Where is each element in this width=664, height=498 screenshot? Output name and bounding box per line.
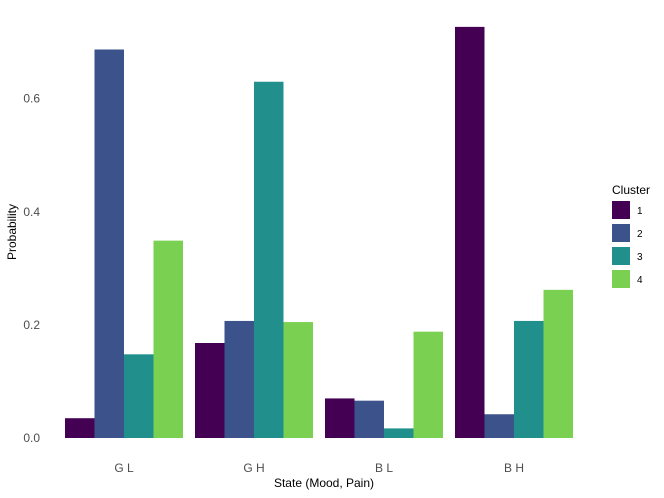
legend-key-cluster-3 — [612, 247, 630, 265]
bar-gh-cluster-3 — [254, 81, 284, 439]
legend-key-cluster-1 — [612, 201, 630, 219]
x-tick-label: G H — [243, 461, 264, 475]
bar-bl-cluster-3 — [384, 428, 414, 438]
x-tick-label: G L — [114, 461, 134, 475]
bar-gl-cluster-1 — [65, 418, 95, 438]
bars-group — [65, 26, 573, 439]
y-tick-labels: 0.0 0.2 0.4 0.6 — [23, 92, 40, 445]
bar-bl-cluster-1 — [325, 398, 355, 439]
bar-gl-cluster-2 — [94, 49, 124, 438]
bar-bh-cluster-4 — [543, 289, 573, 438]
bar-gh-cluster-4 — [283, 322, 313, 438]
legend-label-cluster-1: 1 — [637, 206, 643, 217]
bar-gl-cluster-4 — [153, 240, 183, 438]
y-tick-label: 0.6 — [23, 92, 40, 106]
y-tick-label: 0.2 — [23, 318, 40, 332]
bar-gh-cluster-2 — [224, 320, 254, 438]
y-tick-label: 0.4 — [23, 205, 40, 219]
bar-gh-cluster-1 — [195, 343, 225, 438]
legend: Cluster 1 2 3 4 — [612, 183, 650, 288]
y-axis-title: Probability — [5, 204, 19, 260]
legend-title: Cluster — [612, 183, 650, 197]
legend-label-cluster-4: 4 — [637, 275, 643, 286]
bar-bh-cluster-3 — [514, 320, 544, 438]
bar-bh-cluster-2 — [484, 414, 514, 438]
bar-bh-cluster-1 — [455, 26, 485, 438]
x-tick-label: B L — [375, 461, 393, 475]
x-tick-label: B H — [504, 461, 524, 475]
bar-gl-cluster-3 — [124, 354, 154, 438]
bar-bl-cluster-2 — [354, 400, 384, 438]
legend-key-cluster-4 — [612, 270, 630, 288]
legend-label-cluster-2: 2 — [637, 229, 643, 240]
legend-key-cluster-2 — [612, 224, 630, 242]
y-tick-label: 0.0 — [23, 431, 40, 445]
legend-label-cluster-3: 3 — [637, 252, 643, 263]
bar-bl-cluster-4 — [413, 331, 443, 438]
x-axis-title: State (Mood, Pain) — [274, 476, 374, 490]
